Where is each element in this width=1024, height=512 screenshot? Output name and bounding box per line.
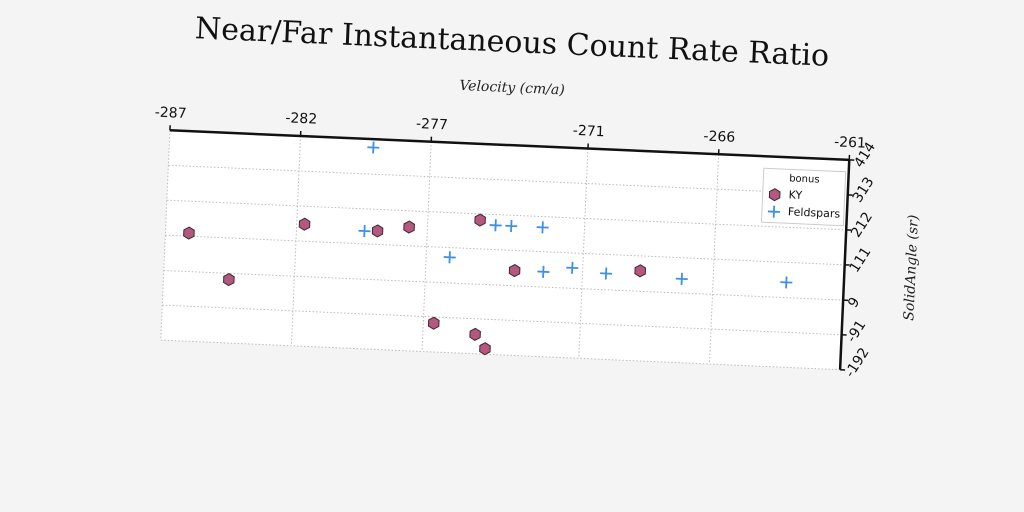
y-axis-label: SolidAngle (sr) [901, 214, 922, 321]
y-tick-label: 212 [848, 209, 876, 240]
legend-label: Feldspars [788, 205, 841, 220]
legend-title: bonus [789, 173, 820, 185]
grid-line [578, 148, 589, 359]
grid-line [163, 269, 844, 301]
y-tick-label: -91 [844, 318, 870, 346]
legend-marker [767, 205, 780, 218]
point [600, 267, 613, 280]
point [566, 261, 579, 274]
point [371, 224, 384, 238]
point [489, 219, 502, 232]
point [634, 264, 647, 278]
x-axis-line [169, 129, 850, 162]
legend-marker [768, 188, 781, 202]
point [508, 263, 521, 278]
grid-line [708, 154, 720, 365]
x-tick-label: -271 [572, 123, 604, 140]
grid-line [162, 304, 842, 336]
chart-title: Near/Far Instantaneous Count Rate Ratio [194, 11, 830, 74]
grid-line [165, 234, 845, 266]
x-tick-label: -287 [154, 105, 186, 122]
legend-box [760, 167, 847, 227]
y-tick-label: 111 [847, 244, 875, 275]
x-axis-label: Velocity (cm/a) [459, 78, 565, 99]
plot-area: Velocity (cm/a) SolidAngle (sr) -287 -282… [154, 78, 922, 381]
point [537, 265, 550, 278]
point [367, 141, 380, 154]
point [469, 327, 481, 341]
point [183, 226, 195, 240]
point [298, 217, 311, 231]
grid-line [166, 199, 847, 231]
point [780, 276, 793, 289]
point [427, 316, 440, 330]
y-tick-label: 9 [845, 295, 863, 311]
y-tick-label: 313 [850, 174, 878, 205]
point [474, 213, 486, 227]
grid-line [168, 164, 848, 196]
point [443, 251, 456, 264]
y-axis-line [838, 159, 851, 370]
x-tick-label: -261 [834, 134, 866, 151]
grid-line [421, 141, 432, 352]
point [536, 221, 549, 234]
x-tick-label: -266 [703, 129, 736, 146]
y-tick-label: -192 [842, 345, 873, 380]
point [505, 219, 518, 233]
point [223, 273, 235, 287]
point [675, 272, 688, 285]
point [403, 220, 415, 234]
x-tick-label: -277 [416, 116, 448, 133]
legend-label: KY [788, 188, 802, 202]
point [479, 342, 491, 356]
grid-line [160, 339, 841, 371]
point [358, 224, 371, 238]
legend: bonus KY Feldspars [760, 167, 847, 227]
x-tick-label: -282 [285, 110, 317, 127]
